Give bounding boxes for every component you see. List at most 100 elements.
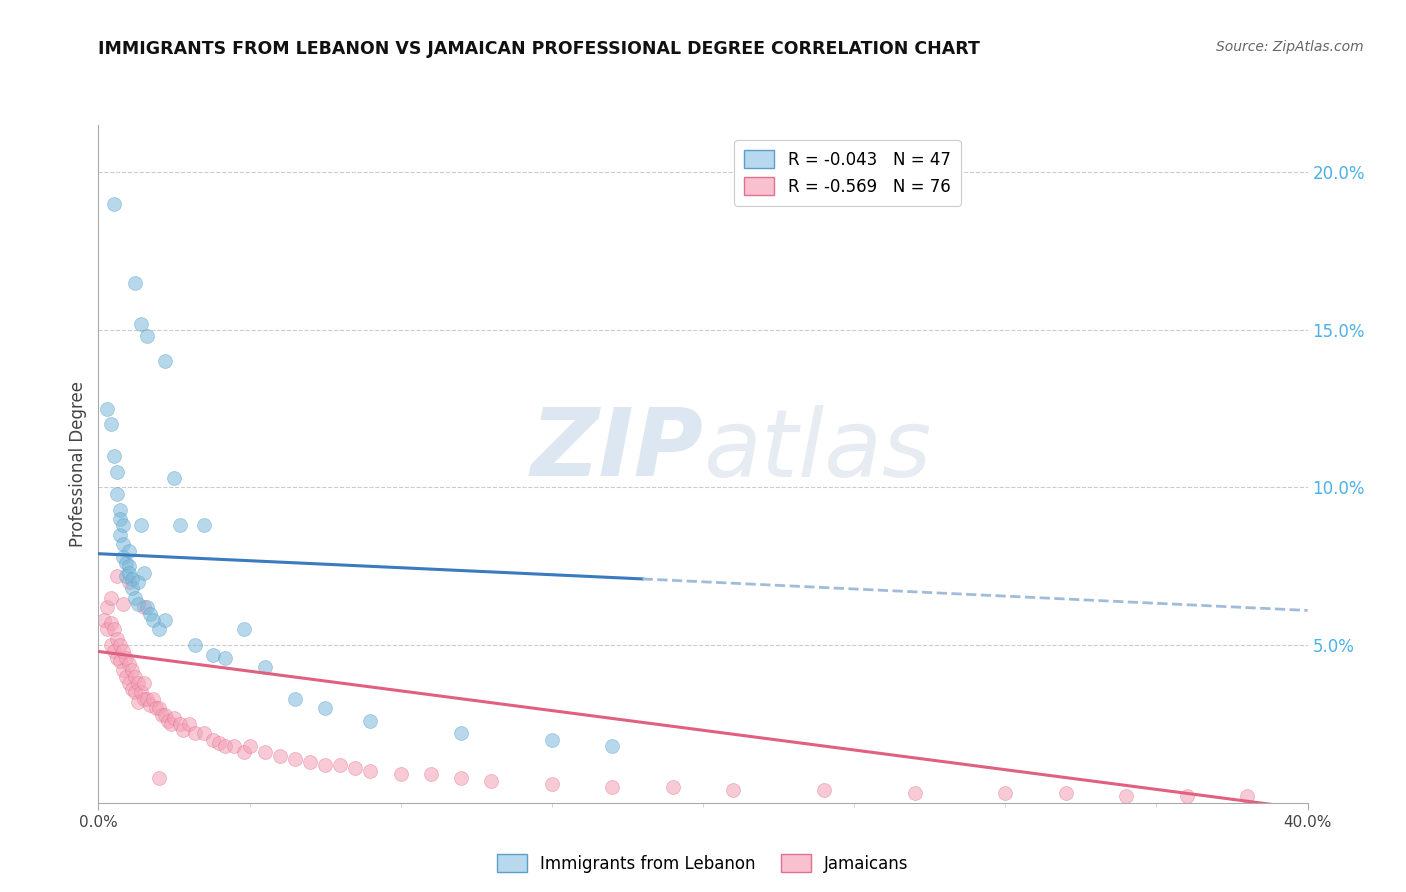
Point: [121, 682, 143, 697]
Legend: R = -0.043   N = 47, R = -0.569   N = 76: R = -0.043 N = 47, R = -0.569 N = 76: [734, 140, 960, 206]
Point: [202, 648, 225, 662]
Point: [450, 726, 472, 740]
Point: [214, 650, 236, 665]
Point: [108, 502, 131, 516]
Point: [129, 685, 152, 699]
Point: [108, 638, 131, 652]
Point: [232, 745, 254, 759]
Text: ZIP: ZIP: [530, 404, 703, 496]
Point: [96, 623, 118, 637]
Point: [100, 638, 122, 652]
Point: [148, 623, 170, 637]
Point: [163, 471, 186, 485]
Point: [284, 691, 307, 706]
Text: atlas: atlas: [703, 405, 931, 496]
Point: [93, 613, 115, 627]
Point: [111, 518, 134, 533]
Point: [111, 644, 134, 658]
Point: [723, 783, 745, 797]
Point: [118, 657, 141, 671]
Point: [1236, 789, 1258, 804]
Point: [202, 732, 225, 747]
Point: [662, 780, 685, 794]
Point: [1175, 789, 1198, 804]
Point: [389, 767, 412, 781]
Point: [172, 723, 194, 738]
Point: [129, 317, 152, 331]
Point: [481, 773, 503, 788]
Point: [127, 575, 149, 590]
Point: [135, 329, 157, 343]
Point: [139, 698, 162, 712]
Point: [118, 543, 141, 558]
Point: [360, 714, 382, 728]
Point: [105, 650, 128, 665]
Point: [135, 691, 157, 706]
Point: [142, 691, 165, 706]
Point: [239, 739, 262, 753]
Point: [179, 717, 201, 731]
Point: [114, 568, 136, 582]
Point: [103, 196, 125, 211]
Point: [420, 767, 443, 781]
Point: [103, 623, 125, 637]
Point: [100, 417, 122, 432]
Point: [208, 736, 231, 750]
Point: [224, 739, 246, 753]
Point: [103, 449, 125, 463]
Point: [148, 771, 170, 785]
Point: [96, 600, 118, 615]
Point: [132, 600, 155, 615]
Point: [124, 591, 146, 605]
Point: [111, 664, 134, 678]
Point: [214, 739, 236, 753]
Point: [114, 650, 136, 665]
Point: [132, 691, 155, 706]
Point: [193, 518, 215, 533]
Point: [145, 701, 167, 715]
Point: [360, 764, 382, 779]
Point: [184, 726, 207, 740]
Point: [132, 676, 155, 690]
Point: [114, 556, 136, 570]
Point: [132, 566, 155, 580]
Point: [813, 783, 835, 797]
Point: [103, 644, 125, 658]
Point: [314, 701, 336, 715]
Point: [118, 566, 141, 580]
Point: [344, 761, 367, 775]
Point: [105, 568, 128, 582]
Point: [135, 600, 157, 615]
Point: [148, 701, 170, 715]
Point: [96, 401, 118, 416]
Point: [160, 717, 183, 731]
Point: [253, 660, 276, 674]
Point: [129, 518, 152, 533]
Point: [114, 670, 136, 684]
Point: [124, 685, 146, 699]
Point: [124, 276, 146, 290]
Point: [127, 695, 149, 709]
Point: [139, 607, 162, 621]
Y-axis label: Professional Degree: Professional Degree: [69, 381, 87, 547]
Point: [124, 670, 146, 684]
Point: [111, 549, 134, 564]
Point: [127, 597, 149, 611]
Point: [1054, 786, 1077, 800]
Point: [118, 575, 141, 590]
Point: [111, 537, 134, 551]
Point: [153, 354, 176, 368]
Point: [540, 732, 562, 747]
Point: [150, 707, 173, 722]
Point: [184, 638, 207, 652]
Point: [1115, 789, 1137, 804]
Point: [156, 714, 179, 728]
Point: [329, 758, 352, 772]
Point: [253, 745, 276, 759]
Point: [169, 717, 191, 731]
Point: [105, 465, 128, 479]
Point: [108, 654, 131, 668]
Point: [299, 755, 322, 769]
Point: [100, 616, 122, 631]
Point: [904, 786, 927, 800]
